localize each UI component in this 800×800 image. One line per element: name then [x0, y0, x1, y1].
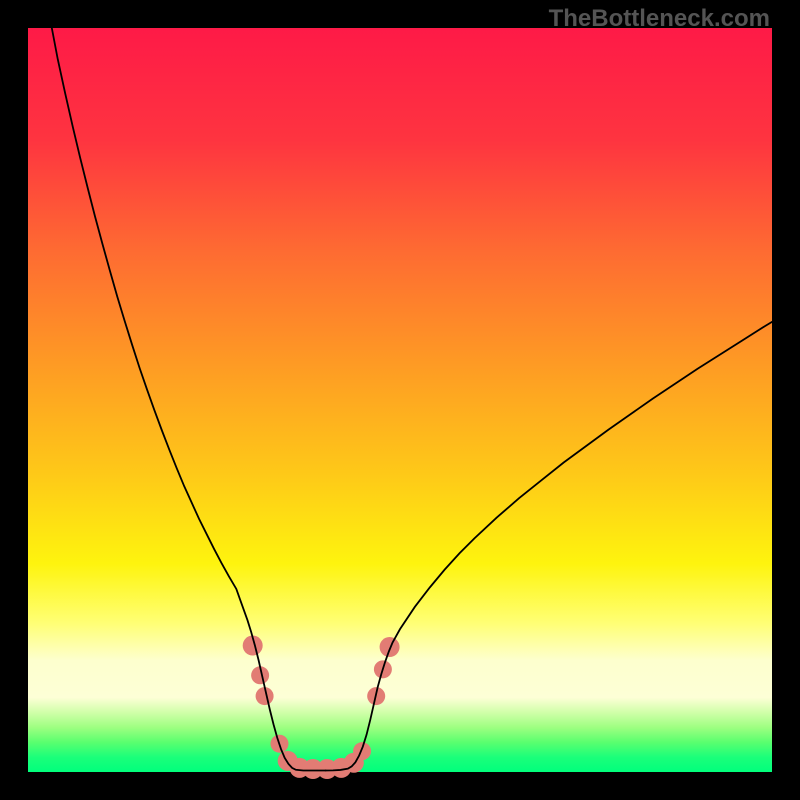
- watermark-text: TheBottleneck.com: [549, 5, 770, 33]
- chart-stage: TheBottleneck.com: [0, 0, 800, 800]
- plot-gradient-background: [28, 28, 772, 772]
